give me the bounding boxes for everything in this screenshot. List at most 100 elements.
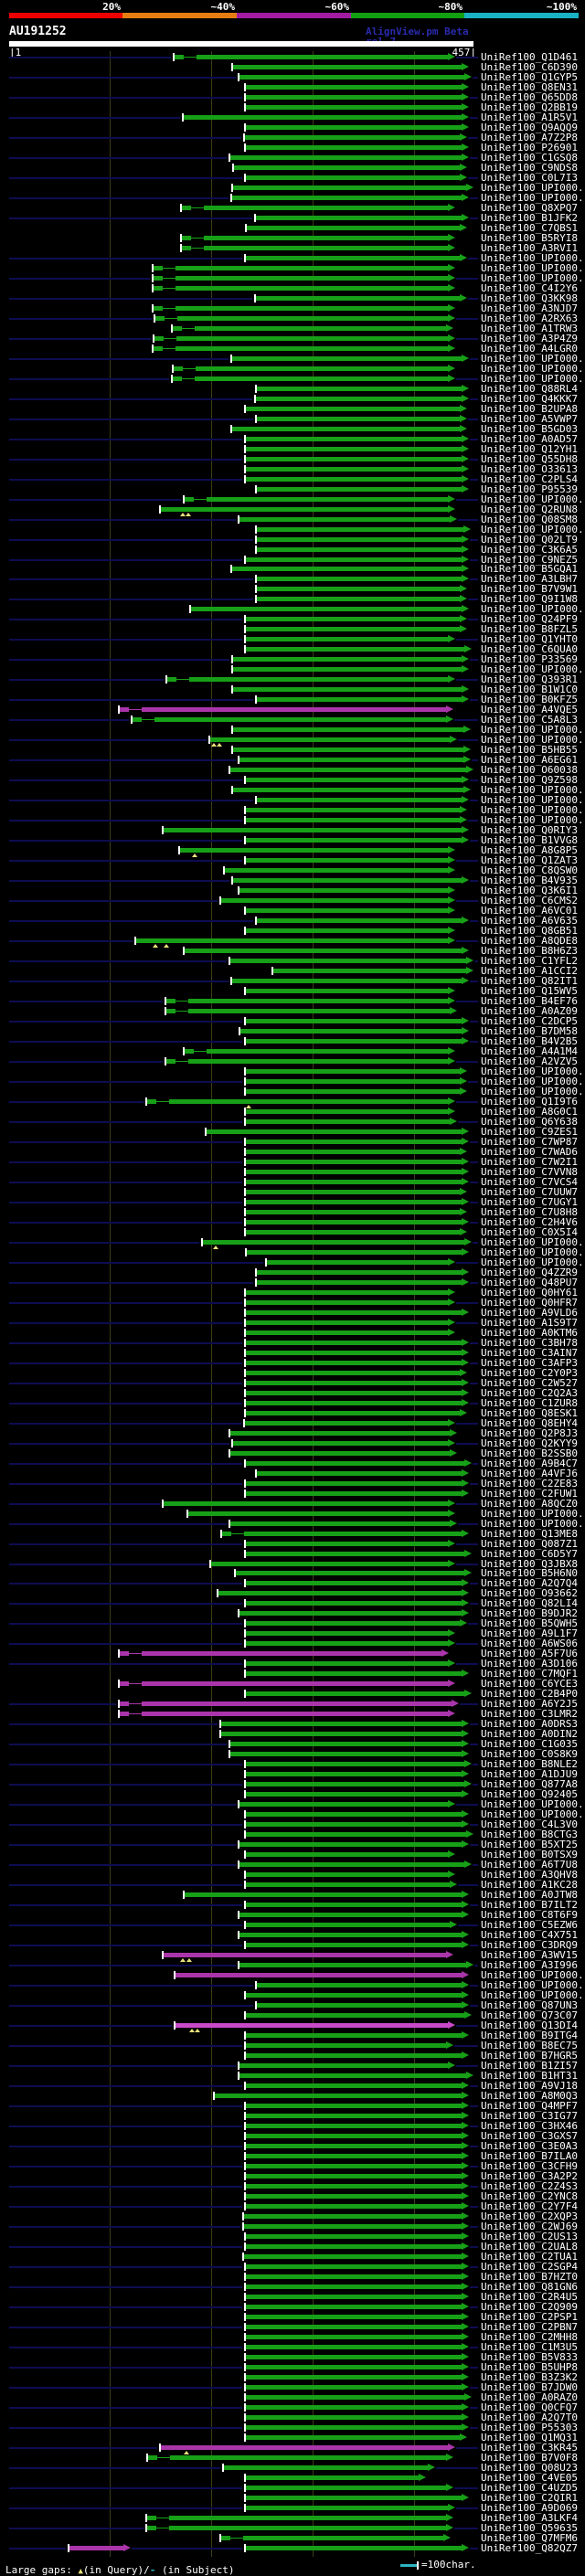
hit-row[interactable]: UniRef100_UPI000.. [0,663,585,675]
hit-label[interactable]: UniRef100_B2SSB0 [481,1447,578,1459]
hit-row[interactable]: UniRef100_C4VE05 [0,2473,585,2484]
hit-label[interactable]: UniRef100_C5EZW6 [481,1919,578,1931]
hit-row[interactable]: UniRef100_C4X751 [0,1930,585,1941]
hit-label[interactable]: UniRef100_Q4KKK7 [481,393,578,405]
hit-row[interactable]: UniRef100_C2Z4S3 [0,2181,585,2192]
hit-label[interactable]: UniRef100_Q55DH8 [481,453,578,465]
hit-label[interactable]: UniRef100_C6QUA0 [481,643,578,655]
hit-label[interactable]: UniRef100_UPI000.. [481,784,585,796]
hit-label[interactable]: UniRef100_UPI000.. [481,524,585,535]
hit-row[interactable]: UniRef100_Q02LT9 [0,535,585,546]
hit-row[interactable]: UniRef100_C3LMR2 [0,1709,585,1720]
hit-label[interactable]: UniRef100_Q08U23 [481,2462,578,2474]
hit-row[interactable]: UniRef100_B9ITG4 [0,2030,585,2041]
hit-label[interactable]: UniRef100_A8M0Q3 [481,2090,578,2102]
hit-row[interactable]: UniRef100_A8QDE8 [0,936,585,948]
hit-label[interactable]: UniRef100_A0RAZ0 [481,2391,578,2403]
hit-label[interactable]: UniRef100_Q8EN31 [481,81,578,93]
hit-row[interactable]: UniRef100_Q1ZAT3 [0,855,585,866]
hit-row[interactable]: UniRef100_Q08U23 [0,2462,585,2474]
hit-row[interactable]: UniRef100_A3RVI1 [0,243,585,254]
hit-label[interactable]: UniRef100_Q15WV5 [481,985,578,997]
hit-row[interactable]: UniRef100_C3K6A5 [0,545,585,556]
hit-label[interactable]: UniRef100_UPI000.. [481,1086,585,1097]
hit-row[interactable]: UniRef100_UPI000.. [0,1247,585,1258]
hit-label[interactable]: UniRef100_A3QHV8 [481,1869,578,1881]
hit-label[interactable]: UniRef100_C2FUW1 [481,1488,578,1500]
hit-label[interactable]: UniRef100_UPI000.. [481,663,585,675]
hit-label[interactable]: UniRef100_B8NLE2 [481,1758,578,1770]
hit-label[interactable]: UniRef100_Q2RUN8 [481,504,578,515]
hit-row[interactable]: UniRef100_Q2RUN8 [0,504,585,516]
hit-label[interactable]: UniRef100_A0DIN2 [481,1728,578,1740]
hit-label[interactable]: UniRef100_Q0HFR7 [481,1297,578,1309]
hit-row[interactable]: UniRef100_A1S9T7 [0,1318,585,1329]
hit-label[interactable]: UniRef100_A3I996 [481,1959,578,1971]
hit-label[interactable]: UniRef100_C9NDS8 [481,162,578,174]
hit-row[interactable]: UniRef100_A4VFJ6 [0,1468,585,1479]
hit-label[interactable]: UniRef100_UPI000.. [481,1065,585,1077]
hit-label[interactable]: UniRef100_B5V833 [481,2351,578,2363]
hit-label[interactable]: UniRef100_A6Y2J5 [481,1698,578,1710]
hit-label[interactable]: UniRef100_C7VVN8 [481,1166,578,1178]
hit-label[interactable]: UniRef100_Q81GN6 [481,2281,578,2293]
hit-row[interactable]: UniRef100_A3P4Z9 [0,334,585,345]
hit-label[interactable]: UniRef100_C6CMS2 [481,895,578,906]
hit-label[interactable]: UniRef100_O33613 [481,463,578,475]
hit-row[interactable]: UniRef100_Q81GN6 [0,2281,585,2293]
hit-label[interactable]: UniRef100_B7DM58 [481,1025,578,1037]
hit-row[interactable]: UniRef100_C2XQP3 [0,2211,585,2222]
hit-row[interactable]: UniRef100_A2VZV5 [0,1055,585,1067]
hit-row[interactable]: UniRef100_UPI000.. [0,1519,585,1530]
hit-row[interactable]: UniRef100_A4A1M4 [0,1046,585,1057]
hit-label[interactable]: UniRef100_Q13DI4 [481,2019,578,2031]
hit-label[interactable]: UniRef100_B8H6Z3 [481,945,578,957]
hit-row[interactable]: UniRef100_C9ZES1 [0,1127,585,1138]
hit-label[interactable]: UniRef100_B7V9W1 [481,583,578,595]
hit-row[interactable]: UniRef100_UPI000.. [0,725,585,736]
hit-row[interactable]: UniRef100_B7JDW0 [0,2382,585,2393]
hit-row[interactable]: UniRef100_C5EZW6 [0,1919,585,1931]
hit-label[interactable]: UniRef100_A4LGR0 [481,343,578,355]
hit-label[interactable]: UniRef100_C6D390 [481,61,578,73]
hit-row[interactable]: UniRef100_Q4KKK7 [0,393,585,405]
hit-label[interactable]: UniRef100_C2PLS4 [481,473,578,485]
hit-label[interactable]: UniRef100_A9D069 [481,2502,578,2514]
hit-label[interactable]: UniRef100_Q2BB19 [481,101,578,113]
hit-row[interactable]: UniRef100_UPI000.. [0,1990,585,2001]
hit-label[interactable]: UniRef100_B4V2B5 [481,1035,578,1047]
hit-row[interactable]: UniRef100_A6Y2J5 [0,1698,585,1710]
hit-label[interactable]: UniRef100_C2Y0P3 [481,1367,578,1379]
hit-label[interactable]: UniRef100_A2VZV5 [481,1055,578,1067]
hit-label[interactable]: UniRef100_P33569 [481,653,578,665]
hit-row[interactable]: UniRef100_C4UZD5 [0,2483,585,2494]
hit-label[interactable]: UniRef100_Q59635 [481,2522,578,2534]
hit-row[interactable]: UniRef100_B5HB55 [0,745,585,756]
hit-label[interactable]: UniRef100_B8FZL5 [481,623,578,635]
hit-label[interactable]: UniRef100_Q8GB51 [481,925,578,937]
hit-label[interactable]: UniRef100_A5F7U6 [481,1648,578,1659]
hit-label[interactable]: UniRef100_C7QBS1 [481,222,578,234]
hit-row[interactable]: UniRef100_UPI000.. [0,263,585,274]
hit-label[interactable]: UniRef100_C1YFL2 [481,955,578,967]
hit-row[interactable]: UniRef100_C2B4P0 [0,1689,585,1700]
hit-row[interactable]: UniRef100_C7W2I1 [0,1157,585,1168]
hit-row[interactable]: UniRef100_A0RAZ0 [0,2391,585,2403]
hit-label[interactable]: UniRef100_Q1I9T6 [481,1096,578,1108]
hit-label[interactable]: UniRef100_UPI000.. [481,272,585,284]
hit-label[interactable]: UniRef100_UPI000.. [481,1076,585,1087]
hit-row[interactable]: UniRef100_C5A8L3 [0,715,585,726]
hit-label[interactable]: UniRef100_A5VWP7 [481,413,578,425]
hit-row[interactable]: UniRef100_Q3K6I1 [0,885,585,896]
hit-label[interactable]: UniRef100_A7Z2P8 [481,132,578,143]
hit-row[interactable]: UniRef100_C6QUA0 [0,643,585,655]
hit-row[interactable]: UniRef100_C2WJ69 [0,2221,585,2232]
hit-label[interactable]: UniRef100_A2RX63 [481,313,578,324]
hit-row[interactable]: UniRef100_C6D5Y7 [0,1549,585,1560]
hit-row[interactable]: UniRef100_UPI000.. [0,272,585,284]
hit-row[interactable]: UniRef100_C0L7I3 [0,173,585,184]
hit-label[interactable]: UniRef100_B9ITG4 [481,2030,578,2041]
hit-row[interactable]: UniRef100_C2Y0P3 [0,1367,585,1379]
hit-row[interactable]: UniRef100_C3AIN7 [0,1348,585,1359]
hit-label[interactable]: UniRef100_C1G035 [481,1738,578,1750]
